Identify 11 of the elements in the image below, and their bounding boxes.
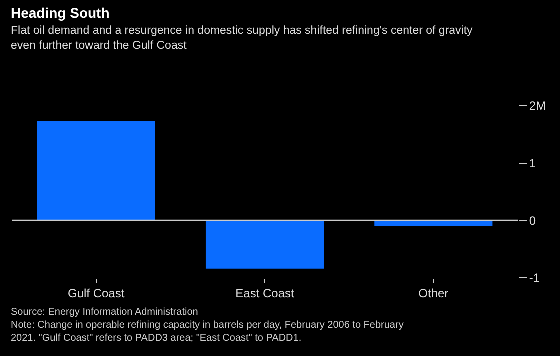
y-tick-label: 1 — [529, 156, 536, 171]
x-tick-label: East Coast — [236, 286, 296, 300]
y-tick-label: -1 — [529, 271, 540, 286]
y-tick-label: 0 — [529, 214, 536, 228]
chart-title: Heading South — [11, 5, 110, 21]
x-tick-label: Gulf Coast — [68, 286, 126, 300]
x-tick-label: Other — [418, 286, 449, 300]
text: Note: Change in operable refining capacity in barrels per day, February 2006 to February 2021. "Gulf Coast" refers to PADD3 area; "East Coast" to PADD1. — [11, 320, 404, 344]
y-tick-label: 2M — [529, 99, 546, 114]
chart-subtitle: Flat oil demand and a resurgence in domestic supply has shifted refining's center of gravity even further toward the Gulf Coast — [11, 25, 474, 52]
source-note: Source: Energy Information Administration — [11, 307, 198, 318]
